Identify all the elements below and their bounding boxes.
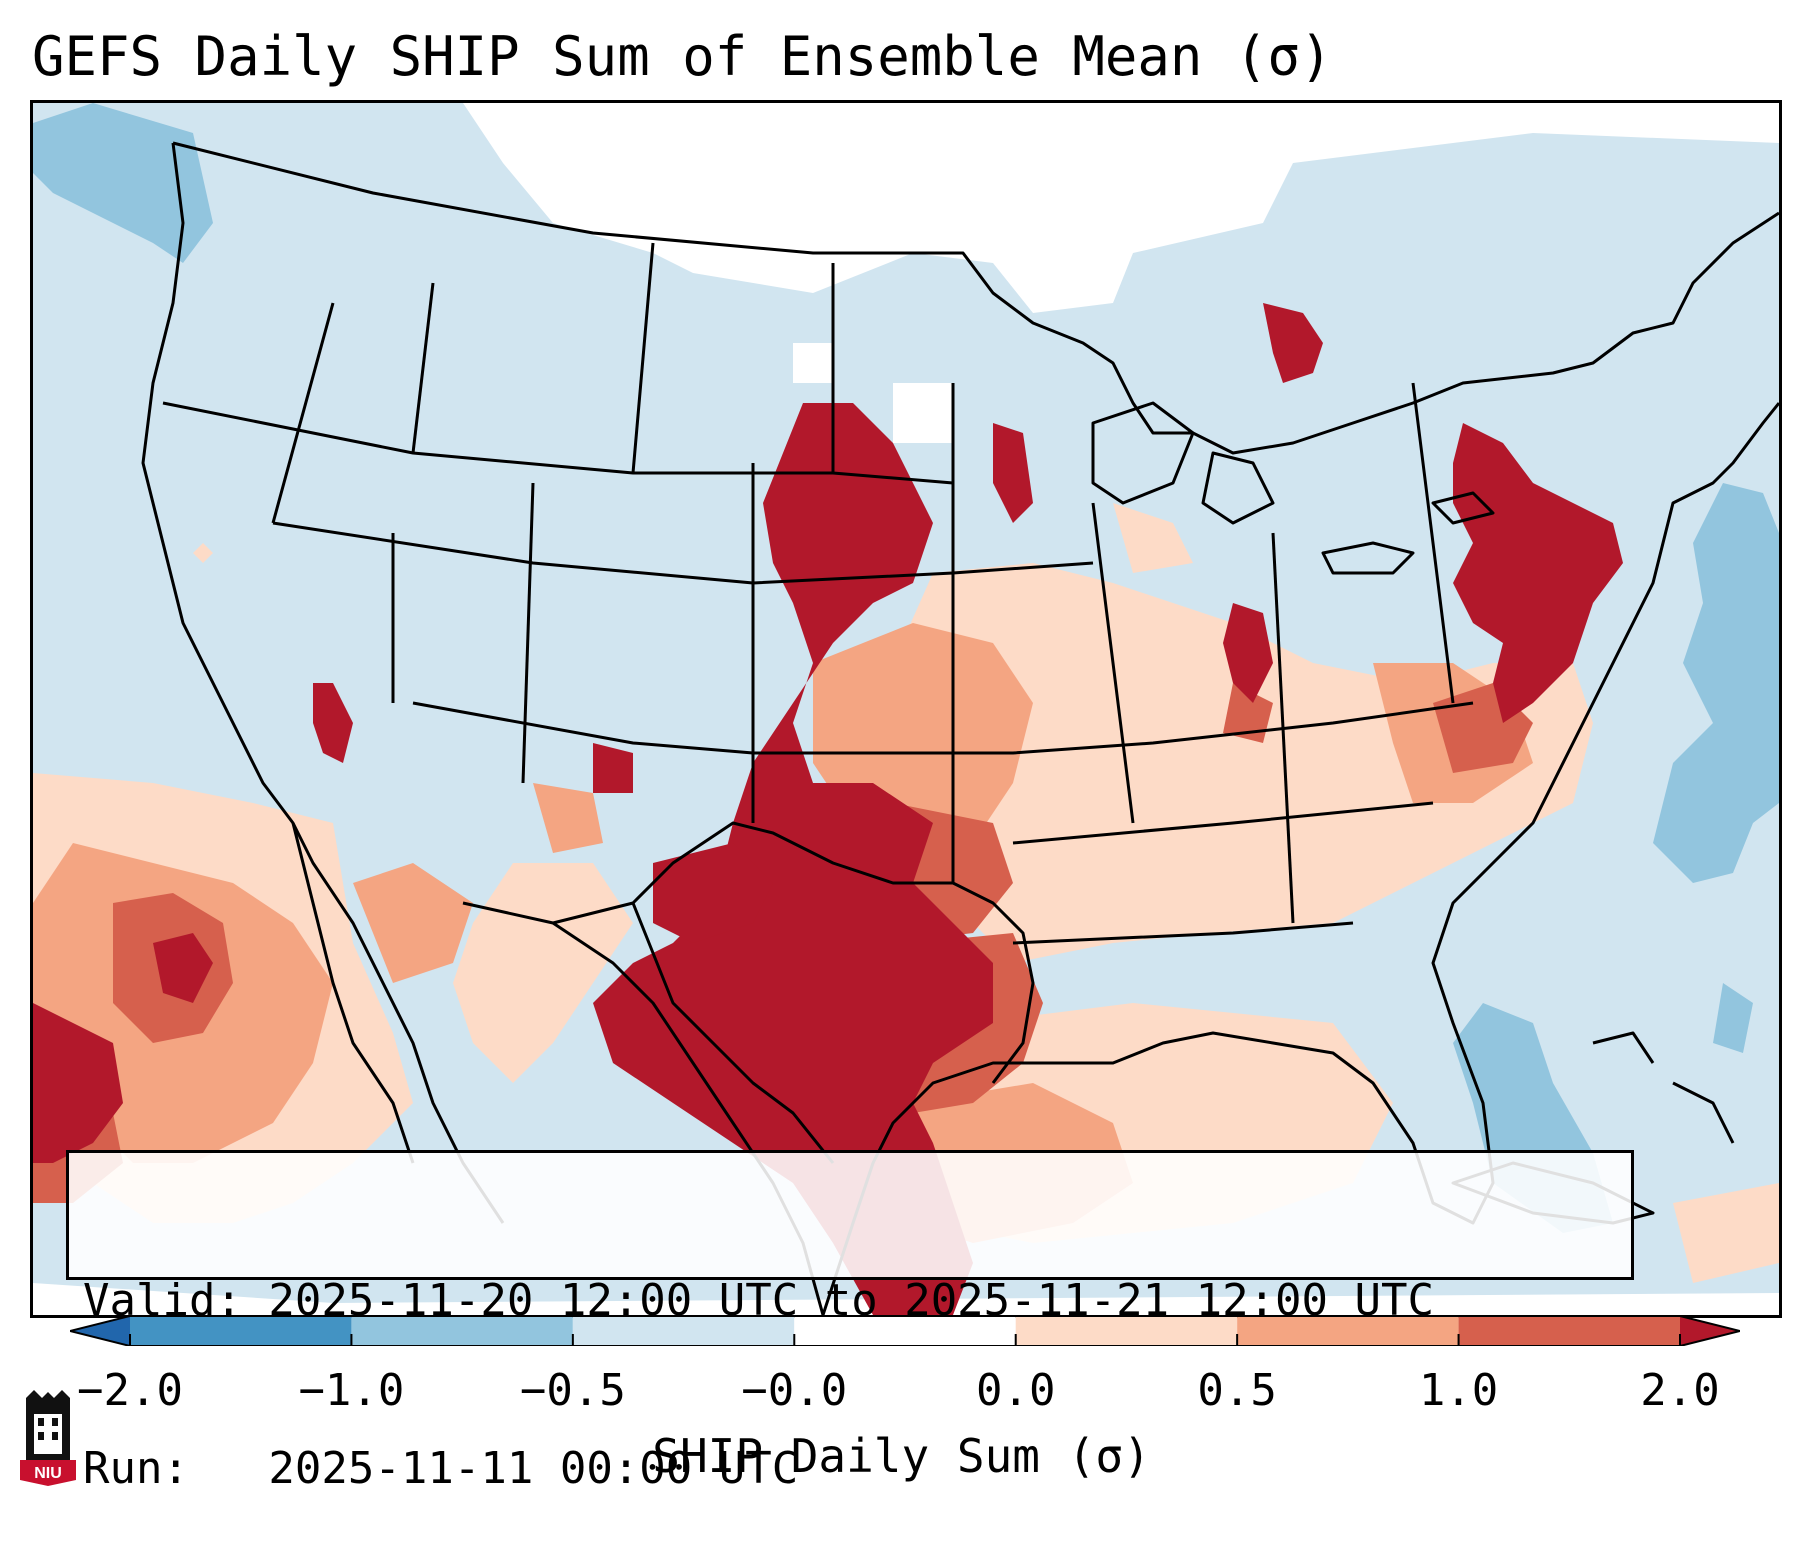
extreme-positive-areas xyxy=(33,303,1623,1315)
colorbar-segment xyxy=(351,1316,573,1346)
colorbar-segment xyxy=(130,1316,352,1346)
colorbar-tick-label: 0.0 xyxy=(975,1365,1056,1416)
niu-logo: NIU xyxy=(20,1390,76,1486)
neutral-areas xyxy=(33,103,1779,1315)
colorbar-segment xyxy=(572,1316,795,1346)
map-title: GEFS Daily SHIP Sum of Ensemble Mean (σ) xyxy=(32,25,1333,88)
colorbar-extend-high xyxy=(1680,1316,1740,1346)
colorbar-tick-label: 0.5 xyxy=(1197,1365,1277,1416)
niu-logo-text: NIU xyxy=(34,1465,62,1482)
map-panel xyxy=(30,100,1782,1318)
colorbar-tick-label: −0.0 xyxy=(741,1365,848,1416)
colorbar xyxy=(70,1316,1740,1346)
colorbar-tick-label: 1.0 xyxy=(1418,1365,1499,1416)
colorbar-tick-label: −1.0 xyxy=(298,1365,405,1416)
colorbar-extend-low xyxy=(70,1316,130,1346)
colorbar-tick-label: −0.5 xyxy=(519,1365,626,1416)
run-time-text: Run: 2025-11-11 00:00 UTC xyxy=(83,1443,799,1494)
boundaries xyxy=(141,141,1779,1315)
colorbar-segment xyxy=(1237,1316,1459,1346)
colorbar-segment xyxy=(794,1316,1016,1346)
colorbar-segment xyxy=(1458,1316,1680,1346)
colorbar-segment xyxy=(1015,1316,1238,1346)
anomaly-map xyxy=(33,103,1779,1315)
colorbar-tick-label: 2.0 xyxy=(1640,1365,1720,1416)
colorbar-tick-label: −2.0 xyxy=(77,1365,183,1416)
colorbar-label: SHIP Daily Sum (σ) xyxy=(652,1429,1151,1483)
valid-run-info: Valid: 2025-11-20 12:00 UTC to 2025-11-2… xyxy=(66,1150,1634,1494)
